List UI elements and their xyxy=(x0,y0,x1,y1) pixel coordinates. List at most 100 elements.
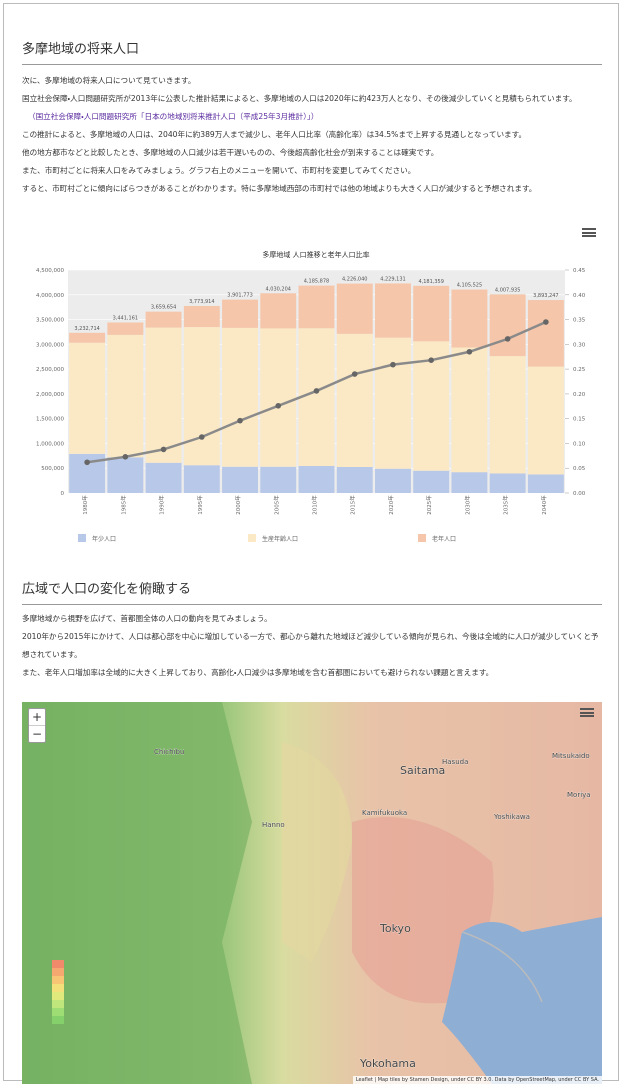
place-label: Hasuda xyxy=(442,758,468,766)
chart-menu[interactable] xyxy=(582,228,596,237)
place-label: Hanno xyxy=(262,821,285,829)
x-tick-label: 1980年 xyxy=(81,495,89,515)
bar-segment xyxy=(146,463,182,493)
total-label: 3,232,714 xyxy=(74,326,99,332)
page: {"section1": {"title": "多摩地域の将来人口", "par… xyxy=(0,0,624,1084)
paragraph: 多摩地域から視野を広げて、首都圏全体の人口の動向を見てみましょう。 xyxy=(22,610,602,628)
bar-segment xyxy=(299,466,335,493)
section-title: 多摩地域の将来人口 xyxy=(22,38,602,65)
bar-segment xyxy=(337,334,373,467)
bar-segment xyxy=(528,474,564,493)
section-text: 次に、多摩地域の将来人口について見ていきます。 国立社会保障・人口問題研究所が2… xyxy=(22,72,602,198)
ratio-point xyxy=(390,362,396,368)
bar-segment xyxy=(107,322,143,334)
section-text: 多摩地域から視野を広げて、首都圏全体の人口の動向を見てみましょう。 2010年か… xyxy=(22,610,602,682)
place-label: Moriya xyxy=(567,791,591,799)
bar-segment xyxy=(222,328,258,467)
legend-label: 生産年齢人口 xyxy=(262,535,298,543)
y2-tick-label: 0.30 xyxy=(573,342,586,348)
bar-segment xyxy=(337,467,373,493)
bar-segment xyxy=(490,294,526,356)
total-label: 3,659,654 xyxy=(151,305,176,311)
y-tick-label: 2,000,000 xyxy=(36,392,64,398)
y-tick-label: 1,000,000 xyxy=(36,441,64,447)
body: 多摩地域の将来人口 次に、多摩地域の将来人口について見ていきます。 国立社会保障… xyxy=(0,0,624,1084)
paragraph: 国立社会保障・人口問題研究所が2013年に公表した推計結果によると、多摩地域の人… xyxy=(22,90,602,108)
map-menu[interactable] xyxy=(580,708,594,717)
place-label: Tokyo xyxy=(379,922,411,935)
total-label: 3,441,161 xyxy=(113,315,138,321)
x-tick-label: 2025年 xyxy=(425,495,433,515)
total-label: 3,773,914 xyxy=(189,299,214,305)
map[interactable]: Chichibu Hanno Saitama Kamifukuoka Hasuda Yos… xyxy=(22,702,602,1084)
bar-segment xyxy=(413,471,449,493)
x-tick-label: 1995年 xyxy=(196,495,204,515)
total-label: 4,226,040 xyxy=(342,277,367,283)
mountains xyxy=(22,702,252,1084)
bar-segment xyxy=(222,467,258,493)
total-label: 4,185,878 xyxy=(304,279,329,285)
bar-segment xyxy=(260,328,296,466)
map-legend xyxy=(52,960,64,1024)
y-tick-label: 4,500,000 xyxy=(36,268,64,274)
paragraph: また、老年人口増加率は全域的に大きく上昇しており、高齢化・人口減少は多摩地域を含… xyxy=(22,664,602,682)
bar-segment xyxy=(490,473,526,493)
y2-tick-label: 0.15 xyxy=(573,417,586,423)
legend-swatch xyxy=(418,534,426,542)
bar-segment xyxy=(490,356,526,473)
place-label: Kamifukuoka xyxy=(362,809,407,817)
total-label: 4,105,525 xyxy=(457,283,482,289)
bar-segment xyxy=(69,333,105,343)
bar-segment xyxy=(528,300,564,367)
x-tick-label: 1990年 xyxy=(158,495,166,515)
bar-segment xyxy=(222,300,258,328)
zoom-out[interactable]: − xyxy=(29,725,45,742)
bar-segment xyxy=(451,348,487,473)
place-label: Saitama xyxy=(400,764,445,777)
bar-segment xyxy=(375,338,411,469)
legend-label: 年少人口 xyxy=(92,535,116,543)
ratio-point xyxy=(161,447,167,453)
legend-swatch xyxy=(248,534,256,542)
total-label: 4,229,131 xyxy=(380,276,405,282)
bar-segment xyxy=(146,328,182,463)
ratio-point xyxy=(314,388,320,394)
bar-segment xyxy=(107,335,143,457)
bar-segment xyxy=(69,343,105,454)
y2-tick-label: 0.45 xyxy=(573,268,586,274)
bar-segment xyxy=(413,286,449,342)
place-label: Yoshikawa xyxy=(493,813,530,821)
total-label: 4,007,935 xyxy=(495,287,520,293)
y-tick-label: 3,500,000 xyxy=(36,318,64,324)
x-tick-label: 1985年 xyxy=(119,495,127,515)
place-label: Yokohama xyxy=(359,1057,416,1070)
legend-swatch xyxy=(78,534,86,542)
paragraph: すると、市町村ごとに傾向にばらつきがあることがわかります。特に多摩地域西部の市町… xyxy=(22,180,602,198)
bar-segment xyxy=(184,327,220,465)
y-tick-label: 500,000 xyxy=(41,466,64,472)
chart-title: 多摩地域 人口推移と老年人口比率 xyxy=(262,250,369,259)
y2-tick-label: 0.40 xyxy=(573,293,586,299)
x-tick-label: 2015年 xyxy=(349,495,357,515)
zoom-in[interactable]: + xyxy=(29,709,45,725)
source-link[interactable]: （国立社会保障・人口問題研究所「日本の地域別将来推計人口（平成25年3月推計）」… xyxy=(22,108,602,126)
ratio-point xyxy=(428,357,434,363)
y-tick-label: 1,500,000 xyxy=(36,417,64,423)
bar-segment xyxy=(146,312,182,328)
bar-segment xyxy=(451,472,487,493)
paragraph: この推計によると、多摩地域の人口は、2040年に約389万人まで減少し、老年人口… xyxy=(22,126,602,144)
x-tick-label: 2005年 xyxy=(272,495,280,515)
bar-segment xyxy=(184,306,220,327)
bar-segment xyxy=(260,467,296,493)
ratio-point xyxy=(543,319,549,325)
ratio-point xyxy=(467,349,473,355)
section-title: 広域で人口の変化を俯瞰する xyxy=(22,578,602,605)
paragraph: 2010年から2015年にかけて、人口は都心部を中心に増加している一方で、都心か… xyxy=(22,628,602,664)
legend-label: 老年人口 xyxy=(432,535,456,543)
ratio-point xyxy=(199,434,205,440)
x-tick-label: 2020年 xyxy=(387,495,395,515)
place-label: Chichibu xyxy=(154,748,184,756)
bar-segment xyxy=(451,290,487,348)
y2-tick-label: 0.20 xyxy=(573,392,586,398)
y2-tick-label: 0.35 xyxy=(573,318,586,324)
